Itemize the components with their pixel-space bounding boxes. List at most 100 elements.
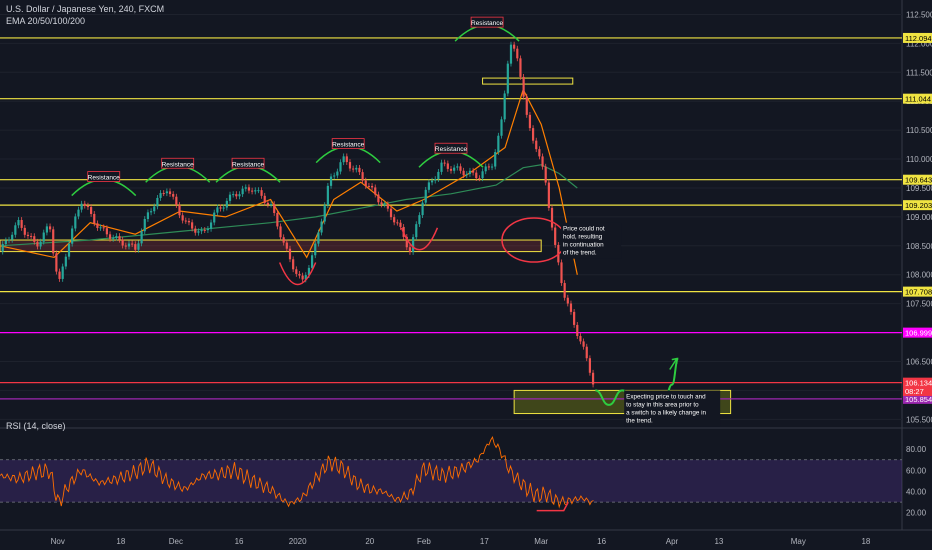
resistance-label-box bbox=[434, 142, 468, 154]
candle bbox=[418, 215, 421, 225]
candle bbox=[225, 200, 228, 208]
candle bbox=[494, 152, 497, 167]
x-tick-label: May bbox=[791, 537, 806, 546]
price-tag bbox=[903, 174, 932, 185]
candle bbox=[194, 228, 197, 233]
candle bbox=[131, 243, 134, 245]
candle bbox=[298, 273, 301, 276]
candle bbox=[301, 275, 304, 280]
candle bbox=[17, 219, 20, 226]
candle bbox=[181, 215, 184, 221]
candle bbox=[434, 179, 437, 181]
candle bbox=[99, 227, 102, 229]
candle bbox=[58, 271, 61, 279]
countdown-tag bbox=[903, 385, 932, 396]
candle bbox=[484, 166, 487, 172]
candle bbox=[200, 229, 203, 232]
y-tick-label: 106.500 bbox=[906, 357, 932, 366]
candle bbox=[162, 193, 165, 195]
candle bbox=[23, 227, 26, 235]
candle bbox=[90, 207, 93, 214]
x-tick-label: 17 bbox=[480, 537, 489, 546]
candle bbox=[33, 236, 36, 242]
candle bbox=[393, 217, 396, 223]
price-tag bbox=[903, 377, 932, 388]
resistance-label-text: Resistance bbox=[435, 146, 468, 153]
resistance-label: Resistance bbox=[470, 16, 504, 28]
candle bbox=[361, 172, 364, 181]
candle bbox=[348, 162, 352, 169]
candle bbox=[550, 207, 554, 228]
y-tick-label: 112.500 bbox=[906, 10, 932, 19]
rsi-y-tick-label: 60.00 bbox=[906, 466, 927, 475]
candle bbox=[509, 44, 513, 64]
candle bbox=[579, 336, 582, 342]
y-tick-label: 110.500 bbox=[906, 126, 932, 135]
candle bbox=[295, 269, 298, 274]
ema-20-line bbox=[0, 88, 578, 275]
candle bbox=[475, 172, 478, 179]
candle bbox=[364, 180, 367, 186]
candle bbox=[560, 262, 563, 284]
candle bbox=[459, 166, 462, 171]
price-tag-label: 109.203 bbox=[905, 201, 932, 210]
candle bbox=[209, 222, 213, 229]
candle bbox=[497, 135, 500, 153]
resistance-label-box bbox=[87, 171, 121, 182]
candle bbox=[197, 231, 200, 233]
candle bbox=[74, 216, 77, 229]
candle bbox=[437, 171, 440, 180]
note-text: hold, resulting bbox=[563, 234, 603, 241]
candle bbox=[48, 226, 52, 230]
candle bbox=[386, 204, 389, 209]
candle bbox=[554, 227, 557, 245]
candle bbox=[535, 140, 538, 150]
resistance-label-box bbox=[470, 16, 504, 28]
candle bbox=[93, 213, 96, 224]
candle bbox=[191, 222, 194, 229]
candle bbox=[377, 194, 380, 203]
resistance-label: Resistance bbox=[434, 142, 468, 154]
candle bbox=[172, 194, 175, 197]
candle bbox=[449, 168, 453, 171]
resistance-label-text: Resistance bbox=[332, 142, 365, 149]
candle bbox=[585, 346, 588, 359]
x-tick-label: 18 bbox=[861, 537, 870, 546]
candle bbox=[153, 206, 156, 212]
candle bbox=[273, 204, 276, 213]
candle bbox=[235, 194, 238, 197]
x-tick-label: 2020 bbox=[289, 537, 307, 546]
candle bbox=[137, 243, 140, 250]
candle bbox=[42, 232, 45, 242]
candle bbox=[519, 58, 522, 77]
candle bbox=[108, 234, 112, 239]
rsi-annotation bbox=[536, 501, 569, 512]
candle bbox=[263, 195, 266, 203]
candle bbox=[396, 222, 399, 224]
candle bbox=[465, 173, 468, 176]
candle bbox=[329, 176, 333, 186]
candle bbox=[314, 243, 317, 256]
note-text: a switch to a likely change in bbox=[626, 409, 706, 416]
candle bbox=[525, 96, 528, 115]
note-text: Expecting price to touch and bbox=[626, 393, 706, 400]
zone-support bbox=[0, 239, 542, 253]
candle bbox=[105, 228, 108, 235]
candle bbox=[14, 225, 17, 235]
candle bbox=[7, 239, 11, 241]
candle bbox=[260, 190, 263, 196]
candle bbox=[468, 170, 472, 174]
candle bbox=[203, 229, 206, 231]
candle bbox=[71, 228, 74, 244]
zone-box bbox=[482, 77, 574, 85]
note-box bbox=[624, 390, 721, 427]
ema-200-line bbox=[0, 164, 578, 247]
x-tick-label: Apr bbox=[666, 537, 679, 546]
candle bbox=[279, 226, 282, 238]
candle bbox=[415, 224, 418, 238]
chart-title: U.S. Dollar / Japanese Yen, 240, FXCM bbox=[6, 4, 165, 14]
candle bbox=[374, 187, 377, 195]
note-text: in continuation bbox=[563, 242, 604, 249]
note-text: Price could not bbox=[563, 226, 605, 233]
